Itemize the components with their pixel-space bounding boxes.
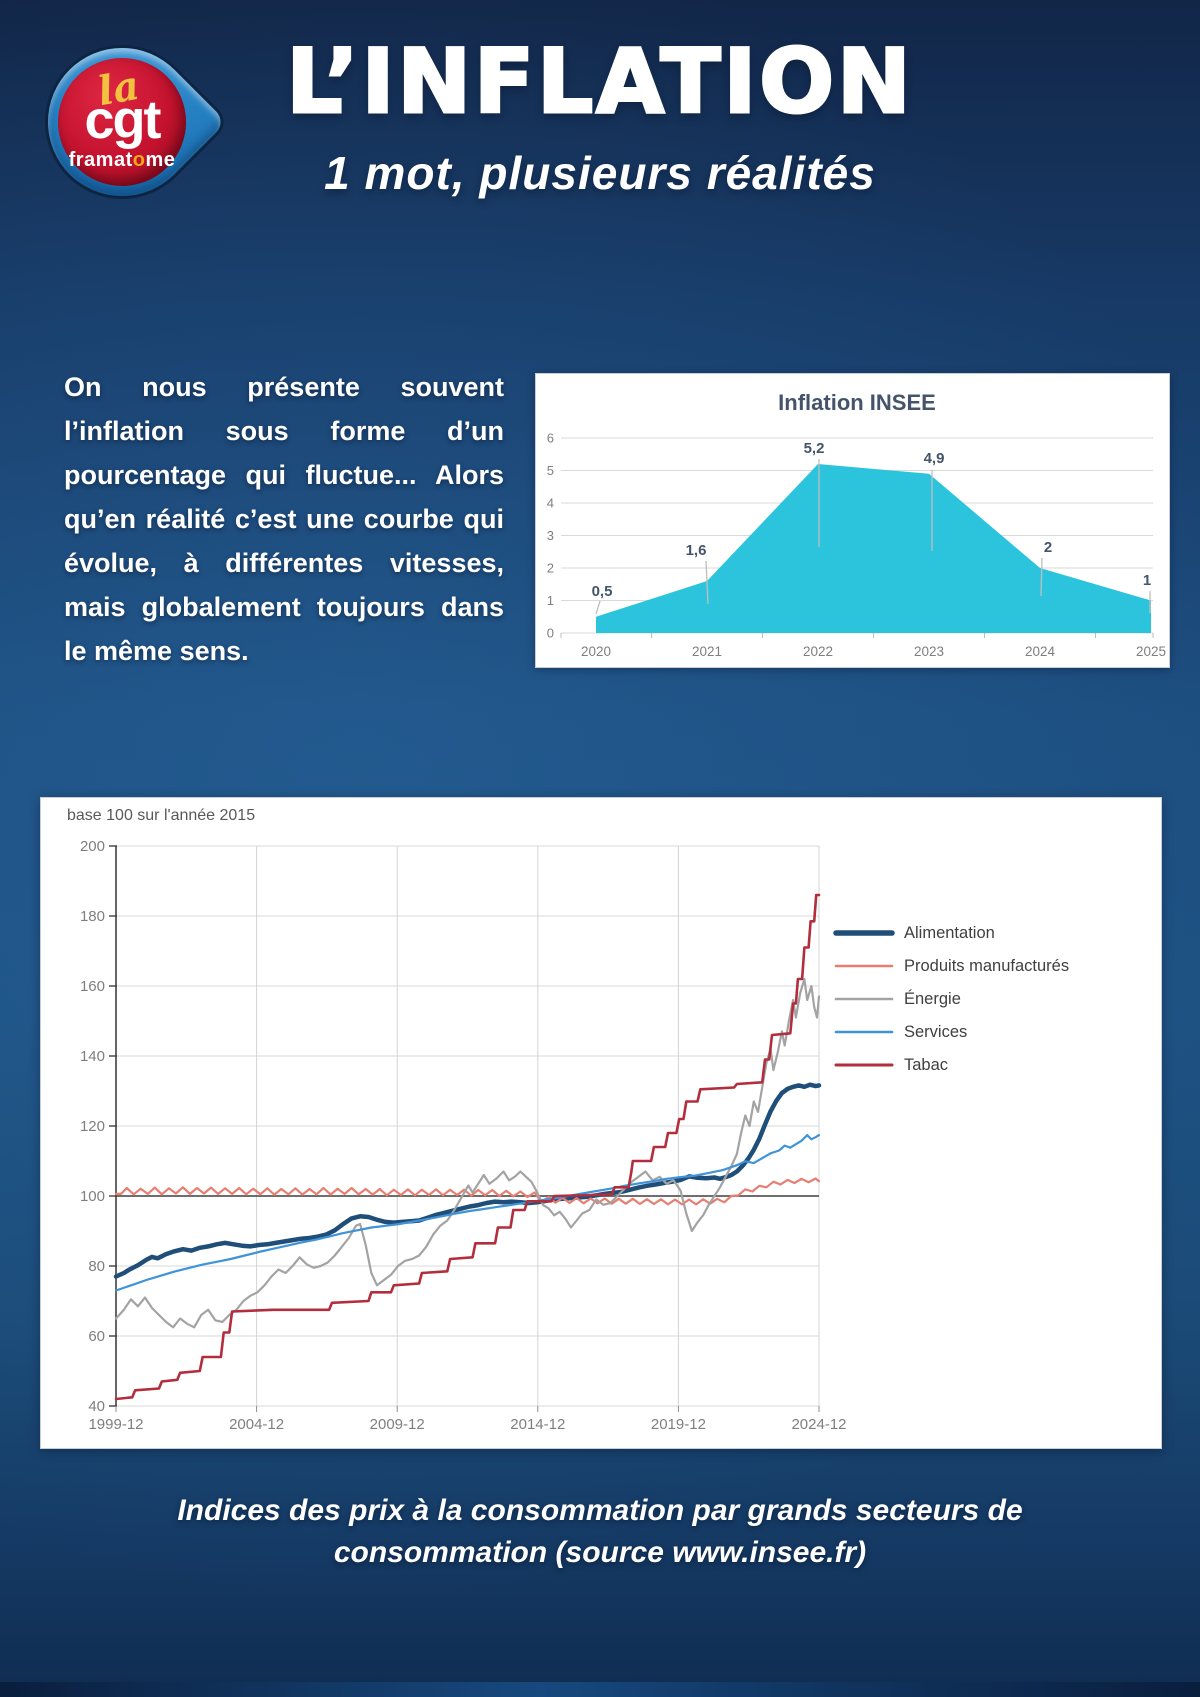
svg-text:0,5: 0,5 — [592, 583, 613, 600]
svg-text:2022: 2022 — [803, 644, 833, 659]
svg-text:180: 180 — [80, 908, 105, 925]
price-index-chart: 40 60 80 100 120 140 160 180 200 1999-12 2004-12 20… — [67, 807, 1069, 1433]
page-title: L’INFLATION — [285, 29, 914, 135]
svg-text:2: 2 — [547, 561, 554, 576]
svg-text:Produits manufacturés: Produits manufacturés — [904, 957, 1069, 975]
logo-drop-shape: la cgt framatome — [17, 17, 227, 227]
svg-text:2019-12: 2019-12 — [651, 1416, 706, 1433]
svg-text:5,2: 5,2 — [804, 440, 825, 457]
cgt-framatome-logo: la cgt framatome — [17, 17, 238, 227]
svg-text:80: 80 — [88, 1258, 105, 1275]
svg-text:2004-12: 2004-12 — [229, 1416, 284, 1433]
page-subtitle: 1 mot, plusieurs réalités — [324, 147, 876, 199]
svg-text:0: 0 — [547, 626, 554, 641]
logo-orange-o: o — [132, 148, 146, 171]
svg-text:Alimentation: Alimentation — [904, 924, 995, 942]
svg-text:2025: 2025 — [1136, 644, 1166, 659]
svg-text:6: 6 — [547, 431, 554, 446]
svg-text:Énergie: Énergie — [904, 989, 961, 1008]
svg-text:3: 3 — [547, 528, 554, 543]
svg-text:200: 200 — [80, 838, 105, 855]
svg-text:2024-12: 2024-12 — [791, 1416, 846, 1433]
svg-text:1,6: 1,6 — [686, 542, 707, 559]
svg-text:1: 1 — [1143, 572, 1151, 589]
chart-caption: Indices des prix à la consommation par g… — [177, 1494, 1023, 1569]
svg-text:60: 60 — [88, 1328, 105, 1345]
bottom-edge-strip — [0, 1682, 1200, 1697]
svg-text:2014-12: 2014-12 — [510, 1416, 565, 1433]
svg-text:Services: Services — [904, 1023, 967, 1041]
svg-text:Tabac: Tabac — [904, 1056, 948, 1074]
svg-text:160: 160 — [80, 978, 105, 995]
svg-text:2024: 2024 — [1025, 644, 1056, 659]
insee-inflation-chart: 0 1 2 3 4 5 6 2020 2021 2022 2023 2024 2025 Inflation… — [547, 390, 1166, 659]
svg-text:120: 120 — [80, 1118, 105, 1135]
svg-text:2009-12: 2009-12 — [370, 1416, 425, 1433]
svg-text:140: 140 — [80, 1048, 105, 1065]
intro-paragraph: On nous présente souvent l’inflation sou… — [64, 372, 504, 666]
svg-text:2: 2 — [1044, 539, 1052, 556]
svg-text:4: 4 — [547, 496, 554, 511]
svg-text:base 100 sur l'année 2015: base 100 sur l'année 2015 — [67, 807, 255, 824]
svg-text:4,9: 4,9 — [924, 450, 945, 467]
svg-text:Inflation INSEE: Inflation INSEE — [778, 390, 936, 415]
svg-text:5: 5 — [547, 463, 554, 478]
svg-text:40: 40 — [88, 1398, 105, 1415]
svg-text:2020: 2020 — [581, 644, 611, 659]
svg-text:1: 1 — [547, 593, 554, 608]
svg-text:100: 100 — [80, 1188, 105, 1205]
insee-inflation-chart-panel: 0 1 2 3 4 5 6 2020 2021 2022 2023 2024 2025 Inflation… — [535, 373, 1170, 668]
svg-text:1999-12: 1999-12 — [88, 1416, 143, 1433]
svg-text:2023: 2023 — [914, 644, 944, 659]
svg-text:2021: 2021 — [692, 644, 722, 659]
logo-framatome-text: framatome — [68, 148, 176, 171]
logo-la-script: la — [94, 61, 144, 115]
price-index-chart-panel: 40 60 80 100 120 140 160 180 200 1999-12 2004-12 20… — [40, 797, 1162, 1449]
logo-red-circle: la cgt framatome — [57, 58, 186, 186]
